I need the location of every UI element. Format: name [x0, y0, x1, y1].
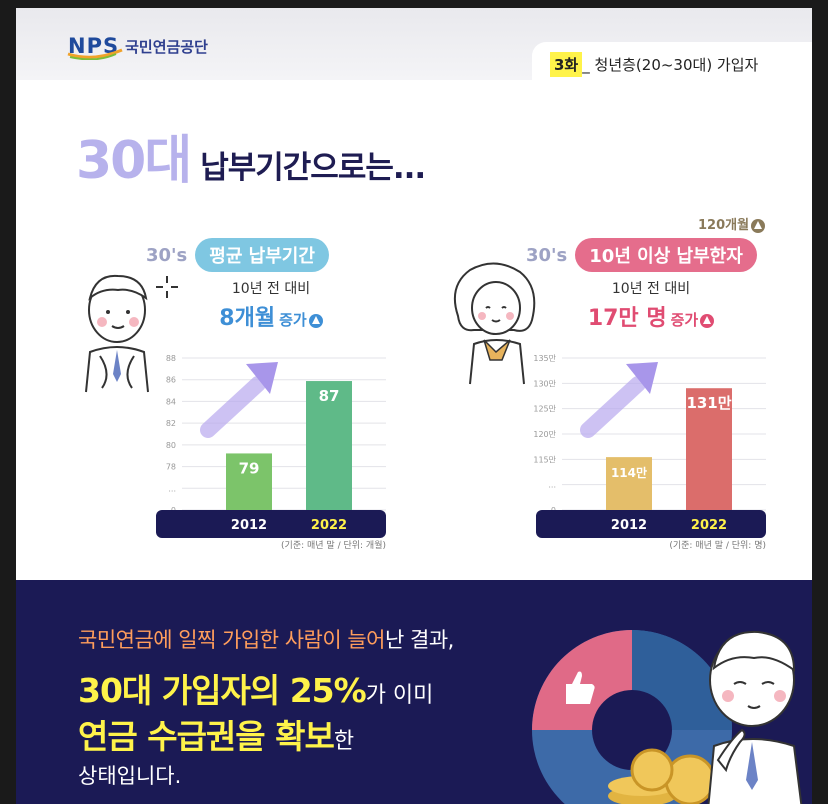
- x-tick-label: 2022: [691, 518, 727, 533]
- nps-logo: NPS 국민연금공단: [67, 26, 208, 66]
- x-tick-label: 2022: [311, 518, 347, 533]
- right-stat-value: 17만 명: [587, 306, 667, 331]
- growth-arrow: [580, 376, 646, 438]
- up-arrow-icon: [700, 313, 715, 328]
- right-chart-note: (기준: 매년 말 / 단위: 명): [669, 541, 766, 551]
- headline-text: 납부기간으로는...: [200, 150, 426, 186]
- sparkle-icon: [156, 276, 178, 298]
- left-title-row: 30's 평균 납부기간: [146, 238, 329, 272]
- right-stat: 17만 명 증가: [526, 300, 776, 332]
- left-stat: 8개월 증가: [146, 300, 396, 332]
- x-tick-label: 2012: [611, 518, 647, 533]
- up-arrow-icon: [308, 313, 323, 328]
- bar-2012: [226, 453, 272, 520]
- y-tick-label: 115만: [533, 455, 556, 464]
- summary-highlight: 국민연금에 일찍 가입한 사람이 늘어: [78, 628, 386, 652]
- y-tick-label: 82: [166, 419, 176, 428]
- y-tick-label: ...: [548, 481, 556, 490]
- left-stat-value: 8개월: [219, 306, 276, 331]
- summary-line-1-rest: 난 결과,: [385, 628, 454, 652]
- left-chart-note: (기준: 매년 말 / 단위: 개월): [281, 541, 386, 551]
- y-tick-label: 135만: [533, 354, 556, 363]
- headline-age: 30대: [76, 131, 192, 191]
- right-stat-increase: 증가: [670, 311, 699, 329]
- summary-line-2-rest: 가 이미: [365, 683, 434, 708]
- summary-line-2: 30대 가입자의 25%가 이미: [78, 664, 433, 712]
- right-months-note: 120개월: [698, 214, 766, 233]
- summary-line-3-rest: 한: [333, 729, 355, 754]
- right-months-label: 120개월: [698, 218, 750, 233]
- right-age-label: 30's: [526, 244, 568, 266]
- episode-number: 3화: [550, 52, 583, 77]
- x-axis-band: [156, 510, 386, 538]
- y-tick-label: 86: [166, 376, 176, 385]
- donut-chart-illustration-icon: [532, 630, 803, 804]
- bar-2022: [686, 388, 732, 520]
- y-tick-label: 120만: [533, 430, 556, 439]
- y-tick-label: 125만: [533, 405, 556, 414]
- bar-value-label: 131만: [686, 394, 731, 412]
- bar-value-label: 87: [319, 387, 340, 405]
- y-tick-label: 80: [166, 441, 176, 450]
- right-title-row: 30's 10년 이상 납부한자: [526, 238, 757, 272]
- y-tick-label: 130만: [533, 379, 556, 388]
- bar-2022: [306, 381, 352, 520]
- card: NPS 국민연금공단 3화 _ 청년층(20~30대) 가입자 30대 납부기간…: [16, 8, 812, 804]
- episode-label: 3화 _ 청년층(20~30대) 가입자: [550, 52, 758, 77]
- org-name: 국민연금공단: [125, 37, 208, 56]
- bar-2012: [606, 457, 652, 520]
- headline: 30대 납부기간으로는...: [76, 118, 426, 193]
- summary-line-1: 국민연금에 일찍 가입한 사람이 늘어난 결과,: [78, 624, 454, 654]
- ten-year-payers-panel: 120개월 30's 10년 이상 납부한자 10년 전 대비 17만 명 증가 …: [526, 208, 776, 568]
- bar-value-label: 79: [239, 459, 260, 477]
- summary-line-3: 연금 수급권을 확보한: [78, 710, 354, 758]
- y-tick-label: ...: [168, 484, 176, 493]
- logo-swoosh-icon: [67, 48, 123, 60]
- episode-title: _ 청년층(20~30대) 가입자: [582, 56, 759, 74]
- bar-value-label: 114만: [611, 465, 647, 480]
- left-age-label: 30's: [146, 244, 188, 266]
- y-tick-label: 88: [166, 354, 176, 363]
- right-compare-text: 10년 전 대비: [611, 281, 691, 297]
- growth-arrow: [200, 376, 266, 438]
- growth-arrow-head: [246, 362, 278, 394]
- growth-arrow-head: [626, 362, 658, 394]
- summary-claim: 연금 수급권을 확보: [78, 717, 335, 756]
- left-title-pill: 평균 납부기간: [195, 238, 329, 272]
- summary-stat: 30대 가입자의 25%: [78, 671, 367, 710]
- left-compare-text: 10년 전 대비: [231, 281, 311, 297]
- summary-line-4: 상태입니다.: [78, 764, 182, 788]
- right-title-pill: 10년 이상 납부한자: [575, 238, 757, 272]
- summary-section: 국민연금에 일찍 가입한 사람이 늘어난 결과, 30대 가입자의 25%가 이…: [16, 580, 812, 804]
- y-tick-label: 78: [166, 463, 176, 472]
- left-stat-increase: 증가: [279, 311, 307, 329]
- x-axis-band: [536, 510, 766, 538]
- man-character-icon: [85, 274, 149, 393]
- y-tick-label: 84: [166, 397, 176, 406]
- x-tick-label: 2012: [231, 518, 267, 533]
- woman-character-icon: [454, 262, 536, 385]
- up-arrow-icon: [751, 218, 766, 233]
